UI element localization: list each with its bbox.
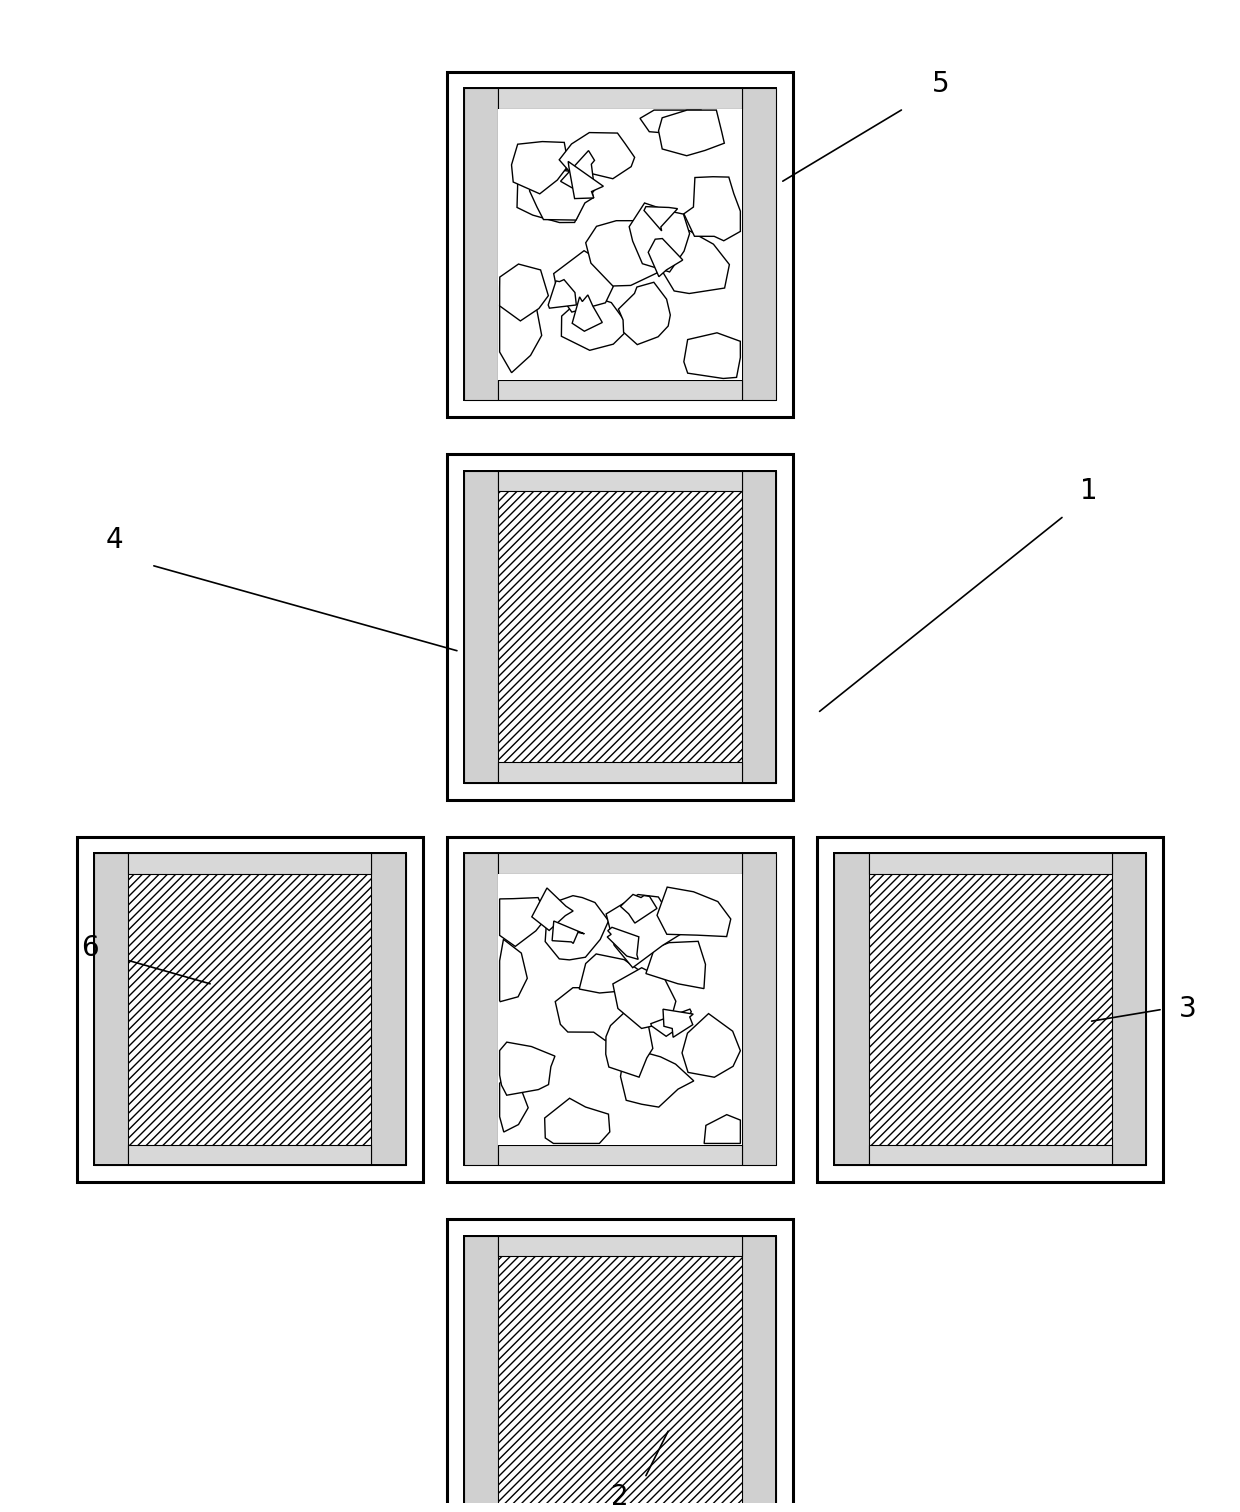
Polygon shape: [649, 239, 683, 277]
Polygon shape: [568, 162, 604, 198]
Bar: [835, 853, 868, 1166]
Polygon shape: [651, 1009, 691, 1036]
Polygon shape: [500, 296, 542, 372]
Polygon shape: [606, 895, 681, 968]
Bar: [128, 853, 372, 874]
Polygon shape: [500, 265, 548, 321]
Polygon shape: [657, 888, 730, 936]
Bar: [817, 836, 1163, 1182]
Bar: [464, 1235, 776, 1512]
Text: 5: 5: [932, 70, 950, 98]
Bar: [372, 853, 405, 1166]
Text: 4: 4: [105, 526, 123, 555]
Polygon shape: [512, 142, 568, 194]
Bar: [94, 853, 128, 1166]
Bar: [835, 853, 1146, 1166]
Polygon shape: [658, 110, 724, 156]
Polygon shape: [620, 1054, 694, 1107]
Polygon shape: [500, 1080, 528, 1132]
Bar: [498, 1145, 742, 1166]
Bar: [94, 853, 405, 1166]
Bar: [1112, 853, 1146, 1166]
Bar: [464, 1235, 776, 1512]
Polygon shape: [548, 280, 577, 308]
Bar: [835, 853, 1146, 1166]
Polygon shape: [606, 1010, 652, 1077]
Polygon shape: [585, 221, 671, 286]
Polygon shape: [554, 251, 614, 311]
Bar: [128, 1145, 372, 1166]
Bar: [498, 874, 742, 1145]
Text: 2: 2: [611, 1483, 629, 1510]
Polygon shape: [655, 231, 729, 293]
Polygon shape: [517, 169, 595, 222]
Polygon shape: [644, 207, 677, 231]
Bar: [448, 1219, 792, 1512]
Bar: [464, 470, 776, 783]
Polygon shape: [608, 927, 639, 959]
Bar: [498, 109, 742, 380]
Bar: [464, 88, 498, 401]
Polygon shape: [619, 283, 671, 345]
Polygon shape: [646, 942, 706, 989]
Polygon shape: [556, 983, 634, 1040]
Bar: [464, 470, 776, 783]
Polygon shape: [629, 203, 689, 272]
Polygon shape: [546, 895, 609, 960]
Bar: [742, 88, 776, 401]
Polygon shape: [552, 921, 584, 943]
Bar: [868, 1145, 1112, 1166]
Bar: [498, 1235, 742, 1256]
Polygon shape: [620, 895, 657, 924]
Polygon shape: [500, 1042, 556, 1095]
Bar: [464, 1235, 498, 1512]
Polygon shape: [683, 177, 740, 240]
Text: 1: 1: [1080, 478, 1097, 505]
Bar: [464, 88, 776, 401]
Bar: [498, 470, 742, 491]
Bar: [742, 470, 776, 783]
Text: 3: 3: [1179, 995, 1197, 1024]
Text: 6: 6: [81, 933, 98, 962]
Polygon shape: [613, 968, 676, 1028]
Bar: [464, 470, 776, 783]
Bar: [464, 470, 498, 783]
Polygon shape: [559, 133, 635, 178]
Polygon shape: [562, 295, 630, 351]
Bar: [77, 836, 423, 1182]
Polygon shape: [572, 295, 603, 331]
Bar: [498, 853, 742, 874]
Polygon shape: [500, 939, 527, 1001]
Bar: [742, 1235, 776, 1512]
Polygon shape: [532, 888, 573, 930]
Bar: [448, 836, 792, 1182]
Polygon shape: [579, 954, 641, 993]
Polygon shape: [529, 169, 594, 221]
Bar: [868, 853, 1112, 874]
Bar: [464, 853, 498, 1166]
Polygon shape: [500, 898, 547, 947]
Polygon shape: [682, 1013, 740, 1077]
Polygon shape: [683, 333, 740, 378]
Polygon shape: [704, 1114, 740, 1143]
Bar: [94, 853, 405, 1166]
Bar: [464, 1235, 776, 1512]
Bar: [742, 853, 776, 1166]
Bar: [498, 88, 742, 109]
Bar: [835, 853, 1146, 1166]
Polygon shape: [663, 1009, 693, 1037]
Bar: [498, 762, 742, 783]
Bar: [448, 71, 792, 417]
Polygon shape: [640, 110, 702, 133]
Bar: [448, 454, 792, 800]
Bar: [94, 853, 405, 1166]
Polygon shape: [560, 151, 594, 192]
Bar: [498, 380, 742, 401]
Bar: [464, 853, 776, 1166]
Polygon shape: [544, 1098, 610, 1143]
